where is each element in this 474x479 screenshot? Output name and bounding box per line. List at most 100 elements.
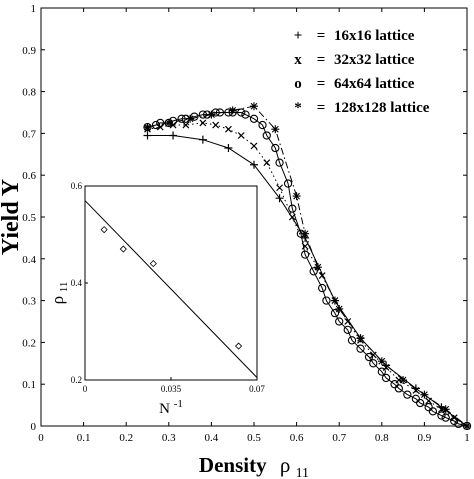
- data-point: [412, 387, 420, 394]
- legend-equals: =: [317, 52, 326, 68]
- data-point: [377, 367, 386, 376]
- y-tick-label: 0: [31, 421, 37, 433]
- y-tick-label: 0.6: [22, 170, 36, 182]
- data-point: [330, 308, 340, 318]
- data-point: [300, 250, 310, 259]
- inset-x-tick-label: 0.07: [249, 384, 265, 394]
- data-point: [356, 344, 365, 353]
- inset-y-axis-label: ρ 11: [48, 282, 70, 305]
- inset-data-point: [100, 226, 108, 234]
- y-axis-label: Yield Y: [0, 179, 24, 255]
- x-tick-label: 0.9: [418, 432, 432, 444]
- data-point: [415, 398, 425, 408]
- main-axis-ticks: 0 0.1 0.2 0.3 0.4 0.5 0.6 0.7 0.8 0.9 1 0 0.1 0.2 0.3 0…: [22, 3, 470, 444]
- y-tick-label: 0.9: [22, 45, 36, 57]
- data-point: [250, 160, 258, 169]
- data-point: [241, 110, 250, 119]
- data-point: [343, 325, 352, 335]
- inset-axis-ticks: 0 0.035 0.07 0.2 0.4 0.6: [71, 181, 266, 394]
- inset-x-tick-label: 0.035: [161, 384, 182, 394]
- data-point: [224, 144, 233, 153]
- x-tick-label: 0.8: [375, 432, 389, 444]
- data-point: [428, 407, 438, 416]
- data-point: [322, 296, 331, 305]
- data-point: [420, 390, 429, 399]
- inset-data-point: [235, 342, 243, 350]
- data-point: [271, 125, 280, 134]
- inset-fit-line: [84, 200, 258, 378]
- legend: + = 16x16 lattice x = 32x32 lattice o = 64x64 la…: [294, 28, 430, 116]
- data-point: [198, 110, 208, 119]
- legend-entry-label: 16x16 lattice: [334, 28, 415, 44]
- y-tick-label: 0.7: [22, 128, 36, 140]
- data-point: [164, 118, 173, 127]
- data-point: [377, 357, 386, 366]
- data-point: [156, 118, 165, 128]
- inset-x-axis-label-text: N: [159, 401, 170, 417]
- inset-y-tick-label: 0.2: [71, 375, 82, 385]
- inset-data-point: [149, 260, 157, 268]
- y-tick-label: 0.3: [22, 296, 36, 308]
- data-point: [441, 413, 450, 422]
- data-point: [228, 106, 237, 115]
- inset-y-tick-label: 0.4: [71, 278, 83, 288]
- inset-plot: 0 0.035 0.07 0.2 0.4 0.6: [71, 181, 266, 394]
- y-tick-label: 0.8: [22, 87, 36, 99]
- data-point: [186, 114, 195, 123]
- data-point: [177, 114, 186, 123]
- data-point: [237, 132, 245, 139]
- data-point: [275, 158, 284, 167]
- data-point: [292, 192, 301, 201]
- data-point: [143, 123, 152, 132]
- x-tick-label: 0.2: [119, 432, 133, 444]
- data-point: [390, 380, 399, 389]
- data-point: [249, 114, 259, 123]
- x-tick-label: 0.1: [77, 432, 91, 444]
- main-plot-area: 0 0.1 0.2 0.3 0.4 0.5 0.6 0.7 0.8 0.9 1 0 0.1 0.2 0.3 0…: [22, 3, 472, 444]
- legend-entry-label: 32x32 lattice: [334, 52, 415, 68]
- x-axis-label-text: Density: [199, 453, 267, 477]
- data-point: [275, 194, 284, 203]
- data-point: [250, 102, 258, 111]
- data-point: [335, 317, 344, 326]
- legend-symbol: o: [294, 76, 302, 92]
- data-point: [309, 267, 318, 276]
- y-tick-label: 0.2: [22, 337, 36, 349]
- data-point: [143, 131, 152, 140]
- data-point: [258, 120, 267, 130]
- data-point: [182, 121, 190, 129]
- data-point: [403, 390, 412, 399]
- data-point: [190, 112, 199, 121]
- x-tick-label: 0.3: [162, 432, 176, 444]
- legend-symbol: *: [294, 100, 302, 116]
- data-point: [437, 411, 446, 420]
- data-point: [335, 304, 344, 313]
- x-tick-label: 1: [464, 432, 470, 444]
- data-point: [212, 121, 220, 129]
- inset-data: [84, 200, 258, 378]
- legend-symbol: +: [294, 28, 303, 44]
- data-point: [237, 108, 246, 117]
- y-tick-label: 0.1: [22, 379, 36, 391]
- data-point: [198, 135, 207, 144]
- legend-equals: =: [317, 100, 326, 116]
- data-point: [151, 120, 161, 130]
- data-point: [369, 359, 378, 368]
- inset-y-axis-label-subscript: 11: [58, 282, 70, 293]
- data-point: [347, 336, 357, 345]
- x-axis-label-symbol: ρ: [280, 453, 290, 477]
- data-point: [411, 394, 421, 403]
- data-point: [211, 108, 220, 117]
- data-point: [381, 373, 391, 383]
- data-point: [301, 229, 310, 238]
- data-point: [207, 110, 216, 119]
- x-axis-label: Density ρ 11: [199, 453, 309, 479]
- data-point: [450, 416, 459, 426]
- data-point: [382, 364, 390, 371]
- y-tick-label: 0.5: [22, 212, 36, 224]
- x-tick-label: 0.5: [247, 432, 261, 444]
- data-point: [283, 179, 293, 188]
- legend-entry-label: 128x128 lattice: [334, 100, 430, 116]
- data-point: [288, 204, 297, 213]
